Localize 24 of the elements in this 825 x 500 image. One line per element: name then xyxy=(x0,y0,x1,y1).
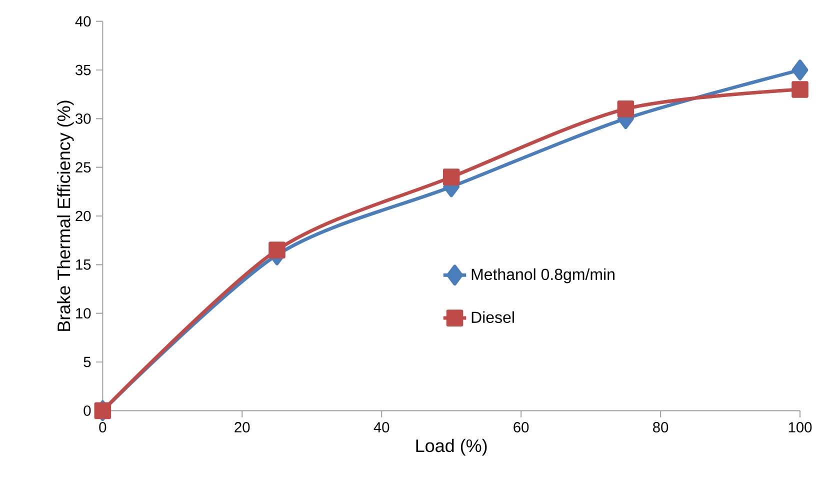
point xyxy=(792,81,808,98)
x-axis-title: Load (%) xyxy=(416,438,487,456)
x-tick-label: 80 xyxy=(653,422,668,432)
point xyxy=(617,100,634,118)
y-tick-label: 0 xyxy=(84,405,91,416)
y-tick-label: 40 xyxy=(75,16,91,27)
y-tick-label: 30 xyxy=(76,113,91,124)
y-tick-label: 5 xyxy=(84,356,91,368)
x-tick-label: 20 xyxy=(234,422,250,432)
legend-label: Methanol 0.8gm/min xyxy=(472,268,614,284)
x-tick-label: 40 xyxy=(374,422,390,432)
x-tick-label: 60 xyxy=(514,422,529,432)
x-tick-label: 0 xyxy=(99,422,106,432)
y-tick-label: 35 xyxy=(76,64,91,76)
point xyxy=(792,60,808,80)
y-tick-label: 20 xyxy=(76,210,91,222)
y-tick-label: 15 xyxy=(76,260,91,270)
y-tick-label: 10 xyxy=(76,308,91,319)
y-axis-title: Brake Thermal Efficiency (%) xyxy=(57,100,74,331)
point xyxy=(268,242,286,258)
x-tick-label: 100 xyxy=(788,422,812,432)
legend-label: Diesel xyxy=(472,311,514,323)
point xyxy=(442,168,460,186)
y-tick-label: 25 xyxy=(76,162,91,173)
